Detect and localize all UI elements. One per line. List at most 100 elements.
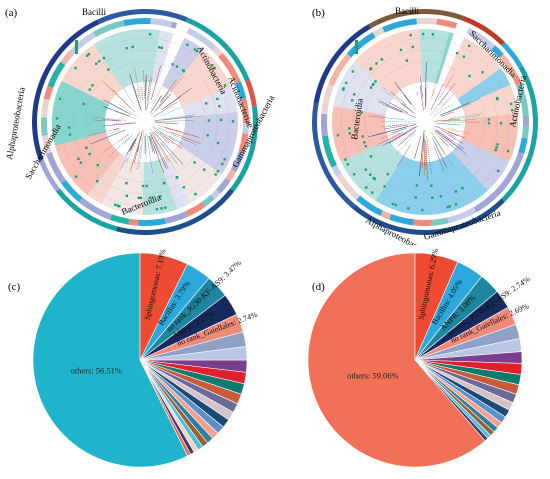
clade-sector — [332, 106, 389, 162]
tree-branch — [447, 134, 464, 144]
clade-ring-segment — [185, 17, 218, 40]
tree-branch — [399, 131, 414, 143]
tree-branch — [443, 136, 468, 156]
annotation-ring-segment — [41, 98, 50, 118]
marker — [510, 108, 514, 112]
tree-branch — [440, 102, 470, 116]
clade-sector — [435, 32, 454, 84]
tree-branch — [375, 125, 418, 147]
clade-ring-segment — [313, 24, 371, 104]
tree-branch — [138, 130, 145, 169]
annotation-ring-segment — [506, 152, 524, 180]
marker — [495, 146, 498, 149]
tree-branch — [139, 85, 142, 96]
marker — [391, 202, 395, 206]
marker — [448, 205, 451, 208]
tree-a-graphic — [31, 8, 258, 235]
marker — [352, 172, 356, 176]
marker — [216, 97, 219, 101]
marker — [145, 184, 148, 188]
marker — [371, 83, 375, 87]
tree-branch — [434, 130, 457, 150]
marker — [421, 32, 425, 36]
marker — [214, 173, 217, 176]
marker — [353, 93, 356, 96]
clade-sector — [101, 157, 144, 215]
clade-sector — [61, 44, 123, 105]
clade-sector — [55, 132, 121, 195]
tree-branch — [159, 91, 169, 103]
annotation-ring-segment — [47, 61, 66, 88]
tree-branch — [448, 115, 480, 120]
tree-branch — [381, 122, 415, 127]
clade-sector — [429, 151, 488, 215]
clade-ring-segment — [55, 188, 118, 232]
tree-branch — [146, 133, 153, 174]
marker — [85, 54, 89, 57]
annotation-ring-segment — [78, 197, 113, 220]
tree-branch — [159, 132, 183, 149]
tree-branch — [153, 145, 162, 165]
annotation-ring-segment — [466, 27, 496, 50]
marker — [195, 49, 199, 53]
marker — [487, 118, 491, 121]
marker — [125, 194, 129, 198]
marker — [162, 181, 166, 185]
tree-branch — [141, 87, 144, 100]
marker — [383, 185, 386, 188]
clade-sector — [333, 61, 395, 116]
clade-sector — [51, 80, 110, 146]
tree-branch — [397, 129, 417, 147]
tree-branch — [90, 129, 126, 145]
tree-branch — [155, 122, 178, 124]
tree-branch — [431, 132, 445, 155]
tree-branch — [414, 136, 422, 159]
marker — [182, 69, 186, 73]
marker — [399, 48, 403, 52]
marker — [164, 206, 167, 209]
clade-sector — [452, 139, 510, 191]
tree-branch — [419, 85, 424, 111]
annotation-ring-segment — [336, 173, 346, 184]
guide-ring — [340, 37, 510, 207]
tree-branch — [390, 133, 402, 140]
marker — [175, 176, 178, 179]
pie-label: others: 59.06% — [347, 371, 398, 381]
tree-branch — [160, 106, 183, 116]
marker — [216, 141, 220, 145]
annotation-ring-segment — [499, 53, 518, 78]
tree-branch — [155, 94, 172, 112]
tree-branch — [385, 105, 402, 113]
marker — [221, 162, 224, 166]
tree-branch — [133, 133, 143, 164]
annotation-ring-segment — [522, 115, 529, 127]
tree-branch — [109, 137, 129, 157]
tree-branch — [401, 103, 414, 114]
marker — [468, 74, 471, 78]
annotation-ring-segment — [216, 177, 231, 194]
annotation-ring-segment — [341, 179, 361, 200]
tree-branch — [93, 117, 127, 121]
annotation-ring-segment — [356, 195, 383, 216]
marker — [157, 46, 161, 49]
tree-branch — [391, 127, 407, 134]
tree-branch — [434, 142, 448, 169]
annotation-ring-segment — [382, 22, 397, 33]
panel-label-a: (a) — [5, 7, 18, 19]
marker — [160, 46, 163, 50]
marker — [91, 84, 94, 87]
marker — [148, 32, 152, 36]
tree-branch — [426, 136, 432, 175]
clade-sector — [161, 37, 204, 91]
annotation-ring-segment — [328, 53, 352, 87]
tree-branch — [150, 137, 165, 174]
marker — [141, 184, 145, 188]
tree-branch — [150, 65, 161, 101]
annotation-ring-segment — [210, 189, 221, 200]
pie-slice — [414, 359, 489, 442]
tree-branch — [156, 130, 174, 145]
tree-branch — [416, 91, 419, 96]
annotation-ring-segment — [170, 21, 178, 29]
tree-branch — [441, 93, 455, 106]
marker — [211, 64, 214, 67]
